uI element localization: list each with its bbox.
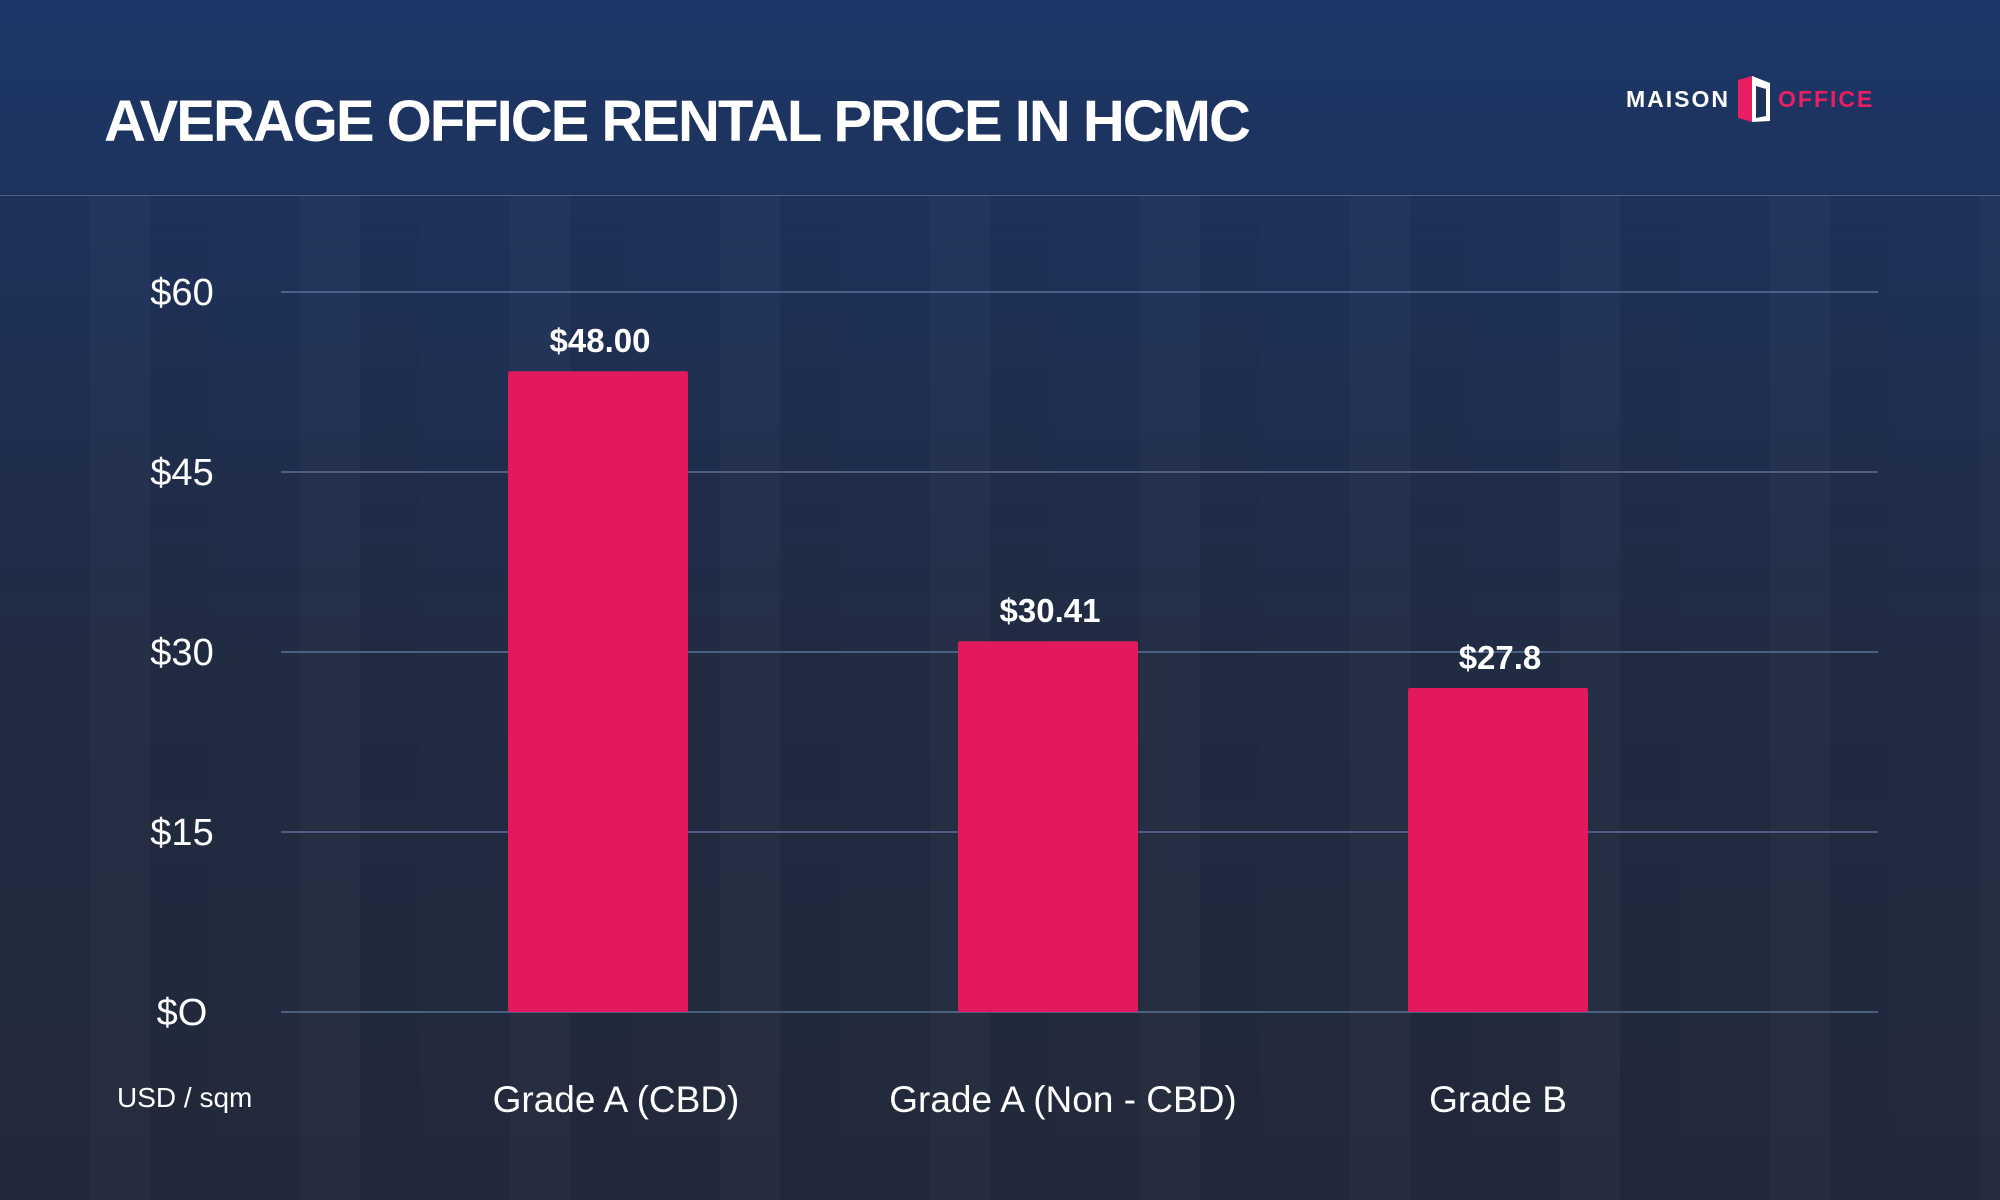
bar [508,371,688,1012]
category-label: Grade A (Non - CBD) [889,1079,1237,1120]
y-tick-label: $45 [150,452,213,494]
bar [1408,688,1588,1012]
y-tick-label: $O [157,992,208,1034]
y-tick-label: $15 [150,812,213,854]
y-tick-label: $60 [150,272,213,314]
bar [958,641,1138,1012]
value-labels: $48.00 $30.41 $27.8 [550,322,1542,676]
logo-word-office: OFFICE [1778,85,1875,112]
y-tick-label: $30 [150,632,213,674]
header-divider [0,195,2000,196]
data-label: $48.00 [550,322,651,359]
category-label: Grade B [1429,1079,1567,1120]
category-labels: Grade A (CBD) Grade A (Non - CBD) Grade B [493,1079,1567,1120]
category-label: Grade A (CBD) [493,1079,740,1120]
logo-word-maison: MAISON [1626,85,1730,112]
bars [508,371,1588,1012]
data-label: $27.8 [1459,639,1542,676]
chart-title: AVERAGE OFFICE RENTAL PRICE IN HCMC [104,89,1251,154]
maison-office-logo-icon [1738,76,1770,122]
y-axis-unit-label: USD / sqm [117,1082,253,1113]
data-label: $30.41 [1000,592,1101,629]
brand-logo: MAISON OFFICE [1626,74,1874,124]
y-axis-ticks: $O $15 $30 $45 $60 [150,272,213,1034]
